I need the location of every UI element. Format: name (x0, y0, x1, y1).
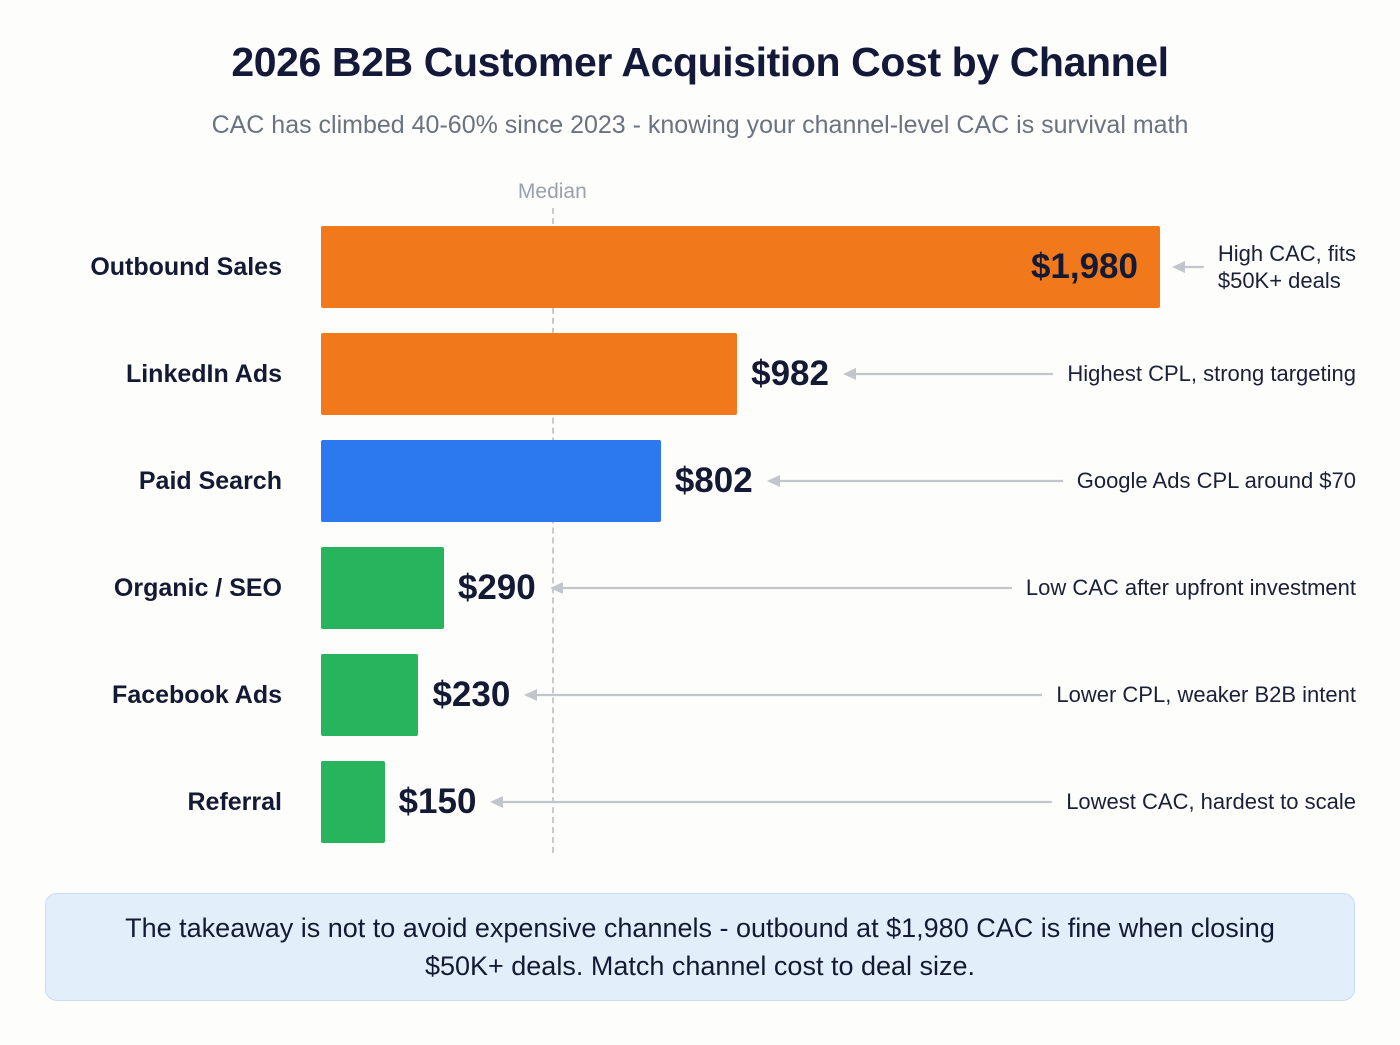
category-label: Referral (187, 787, 283, 816)
bar (321, 761, 385, 843)
bar-value-label: $982 (751, 354, 829, 393)
bar-row: LinkedIn Ads $982 Highest CPL, strong targ… (0, 333, 1400, 415)
bar (321, 226, 1160, 308)
chart-subtitle: CAC has climbed 40-60% since 2023 - know… (211, 111, 1189, 139)
bar-value-label: $290 (457, 568, 536, 607)
median-reference-line (552, 208, 555, 853)
annotation-line: $50K+ deals (1217, 268, 1341, 293)
category-label: Paid Search (138, 466, 282, 495)
category-label: Organic / SEO (113, 573, 282, 602)
bar (321, 547, 444, 629)
bar-row: Outbound Sales $1,980 High CAC, fits $50K+ … (0, 226, 1400, 308)
bar-value-label: $150 (398, 782, 477, 821)
median-reference-label: Median (517, 180, 587, 203)
bar-row: Referral $150 Lowest CAC, hardest to scale (0, 761, 1400, 843)
annotation-line: Lowest CAC, hardest to scale (1066, 789, 1356, 815)
annotation-text: High CAC, fits $50K+ deals (1218, 226, 1356, 308)
annotation-line: Highest CPL, strong targeting (1067, 361, 1356, 387)
takeaway-callout: The takeaway is not to avoid expensive c… (45, 893, 1355, 1001)
annotation-line: Google Ads CPL around $70 (1076, 468, 1356, 494)
annotation-line: Low CAC after upfront investment (1025, 575, 1356, 601)
bar-row: Paid Search $802 Google Ads CPL around $70 (0, 440, 1400, 522)
annotation-text: Lowest CAC, hardest to scale (1066, 761, 1356, 843)
bar-value-label: $230 (432, 675, 511, 714)
plot-area: Median Outbound Sales $1,980 High CAC, fit… (0, 180, 1400, 853)
category-label: Outbound Sales (90, 252, 282, 281)
bar (321, 440, 661, 522)
bar (321, 333, 738, 415)
annotation-text: Highest CPL, strong targeting (1067, 333, 1356, 415)
chart-title: 2026 B2B Customer Acquisition Cost by Ch… (231, 39, 1169, 85)
bar-row: Organic / SEO $290 Low CAC after upfront i… (0, 547, 1400, 629)
category-label: LinkedIn Ads (125, 359, 282, 388)
annotation-text: Google Ads CPL around $70 (1077, 440, 1356, 522)
annotation-line: Lower CPL, weaker B2B intent (1056, 682, 1356, 708)
annotation-text: Lower CPL, weaker B2B intent (1056, 654, 1356, 736)
bar-value-label: $1,980 (1030, 247, 1138, 286)
bar (321, 654, 419, 736)
category-label: Facebook Ads (112, 680, 282, 709)
bar-value-label: $802 (674, 461, 753, 500)
annotation-line: High CAC, fits (1217, 240, 1356, 266)
annotation-text: Low CAC after upfront investment (1026, 547, 1356, 629)
takeaway-text: The takeaway is not to avoid expensive c… (125, 912, 1275, 981)
bar-row: Facebook Ads $230 Lower CPL, weaker B2B in… (0, 654, 1400, 736)
